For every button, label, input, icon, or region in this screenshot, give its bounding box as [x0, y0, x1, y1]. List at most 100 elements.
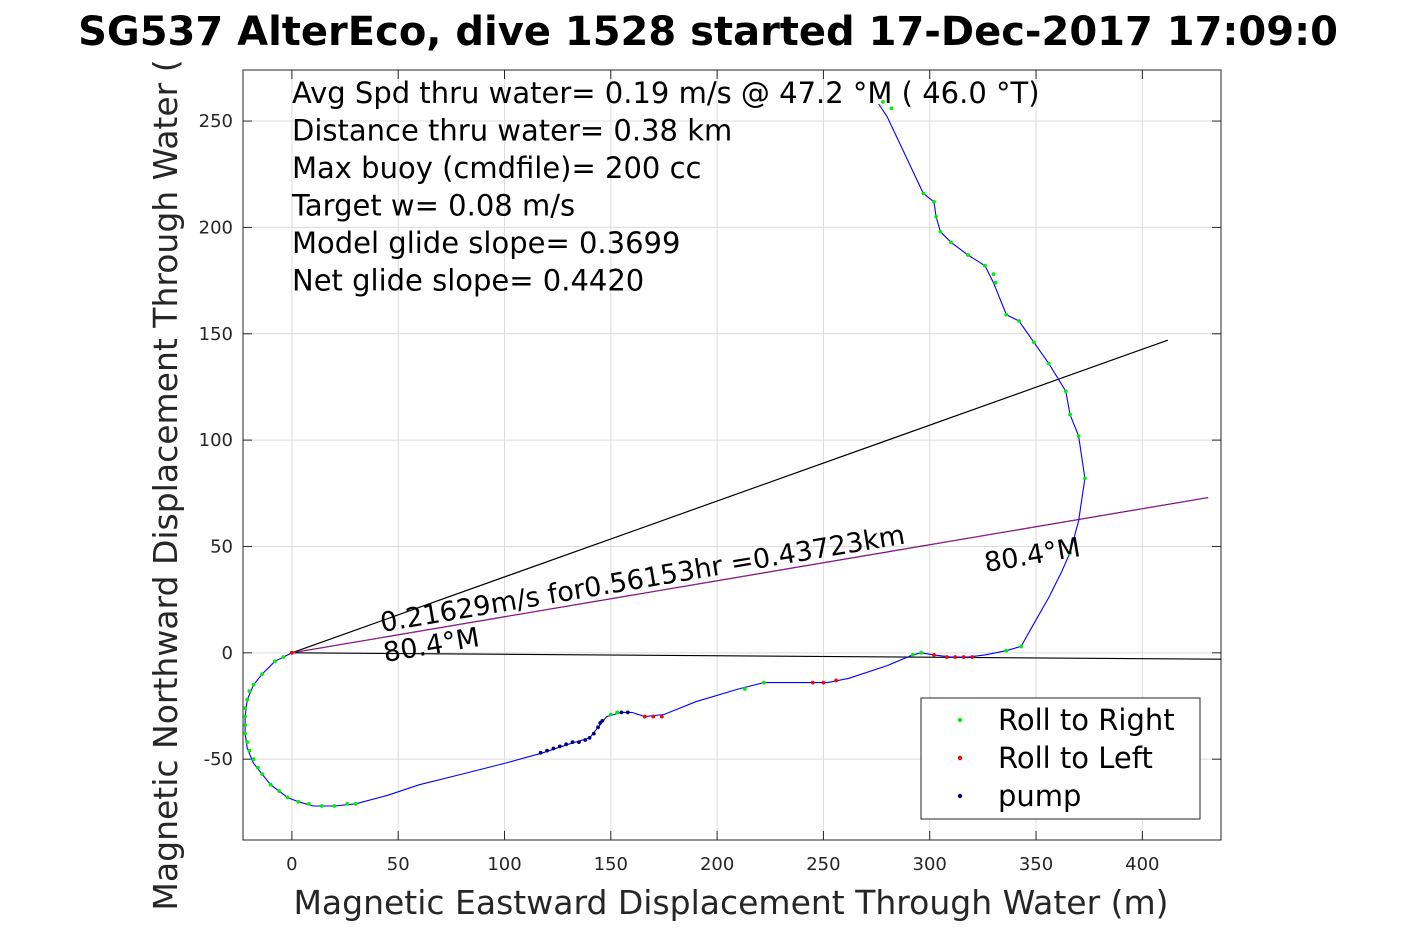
annotation-group: 0.21629m/s for0.56153hr =0.43723km 80.4°M… — [378, 520, 1083, 669]
info-line: Model glide slope= 0.3699 — [292, 226, 680, 260]
roll-to-right-marker — [345, 801, 350, 806]
roll-to-right-marker — [608, 712, 613, 717]
roll-to-right-marker — [910, 653, 915, 657]
roll-to-left-marker — [642, 714, 647, 719]
x-tick-label: 250 — [806, 854, 840, 875]
x-tick-label: 100 — [487, 854, 521, 875]
roll-to-right-marker — [1019, 644, 1024, 649]
roll-to-right-marker — [1083, 476, 1087, 481]
pump-marker — [600, 718, 605, 723]
info-line: Distance thru water= 0.38 km — [292, 114, 732, 148]
pump-marker — [551, 746, 556, 751]
info-line: Target w= 0.08 m/s — [291, 189, 575, 223]
roll-to-right-marker — [1046, 361, 1051, 366]
track-group — [244, 103, 1086, 807]
roll-to-right-marker — [889, 106, 894, 111]
pump-marker — [596, 725, 600, 730]
pump-marker — [625, 710, 630, 715]
roll-to-right-marker — [247, 748, 252, 753]
roll-to-right-marker — [251, 757, 256, 762]
x-tick-label: 300 — [913, 854, 947, 875]
heading-annotation-far: 80.4°M — [982, 532, 1083, 579]
x-axis-ticks: 0 50 100 150 200 250 300 350 400 — [286, 70, 1160, 875]
legend: Roll to Right Roll to Left pump — [920, 697, 1201, 820]
roll-to-right-marker — [1068, 412, 1072, 417]
legend-pump-label: pump — [998, 779, 1081, 813]
pump-marker — [577, 740, 581, 745]
roll-to-right-marker — [243, 706, 248, 711]
roll-to-right-marker — [332, 804, 337, 808]
x-tick-label: 150 — [594, 854, 628, 875]
roll-to-left-marker — [932, 653, 936, 657]
roll-to-right-marker — [881, 100, 885, 104]
roll-to-right-marker — [1063, 389, 1068, 394]
current-line — [291, 496, 1209, 654]
current-annotation: 0.21629m/s for0.56153hr =0.43723km — [378, 520, 907, 639]
y-tick-label: 250 — [199, 111, 233, 132]
roll-to-right-marker — [1068, 550, 1072, 555]
roll-to-left-marker — [970, 655, 975, 659]
roll-to-left-marker — [834, 678, 839, 683]
roll-to-right-marker — [993, 280, 998, 285]
chart-title: SG537 AlterEco, dive 1528 started 17-Dec… — [78, 9, 1338, 55]
roll-to-right-marker — [247, 689, 252, 694]
roll-to-right-marker — [932, 199, 936, 204]
roll-to-right-marker — [296, 799, 301, 804]
roll-to-right-marker — [966, 253, 970, 257]
roll-to-left-marker — [961, 655, 966, 659]
y-axis-label: Magnetic Northward Displacement Through … — [146, 59, 185, 910]
roll-to-right-marker — [245, 740, 250, 745]
marker-group — [243, 100, 1087, 808]
roll-to-left-marker — [821, 680, 826, 685]
legend-roll-to-right-marker — [957, 717, 963, 723]
roll-to-right-marker — [921, 191, 926, 196]
roll-to-right-marker — [243, 731, 248, 736]
x-tick-label: 400 — [1125, 854, 1159, 875]
roll-to-right-marker — [353, 801, 358, 806]
roll-to-right-marker — [260, 772, 265, 776]
roll-to-left-marker — [944, 655, 949, 659]
legend-roll-to-left-marker — [957, 755, 963, 761]
roll-to-left-marker — [810, 680, 815, 685]
roll-to-right-marker — [251, 682, 256, 687]
plot-area-frame — [242, 69, 1222, 841]
info-line: Max buoy (cmdfile)= 200 cc — [292, 151, 701, 185]
roll-to-right-marker — [243, 723, 248, 728]
x-tick-label: 200 — [700, 854, 734, 875]
pump-marker — [570, 740, 575, 745]
roll-to-right-marker — [268, 782, 273, 787]
roll-to-right-marker — [260, 672, 265, 676]
roll-to-right-marker — [938, 229, 943, 234]
pump-marker — [545, 748, 549, 753]
roll-to-right-marker — [983, 263, 987, 268]
roll-to-right-marker — [991, 272, 996, 277]
info-text-block: Avg Spd thru water= 0.19 m/s @ 47.2 °M (… — [291, 76, 1040, 298]
pump-marker — [591, 731, 596, 736]
roll-to-right-marker — [245, 697, 250, 702]
dive-track-line — [244, 103, 1086, 807]
pump-marker — [557, 744, 562, 749]
y-tick-label: -50 — [204, 749, 233, 770]
pump-marker — [587, 736, 592, 740]
pump-marker — [619, 710, 624, 715]
x-tick-label: 0 — [286, 854, 297, 875]
roll-to-right-marker — [1004, 312, 1009, 317]
roll-to-left-marker — [290, 650, 294, 655]
pump-marker — [538, 750, 543, 755]
roll-to-left-marker — [659, 714, 664, 719]
roll-to-right-marker — [272, 659, 277, 664]
roll-to-right-marker — [615, 710, 620, 715]
roll-to-right-marker — [319, 804, 324, 808]
legend-roll-to-right-label: Roll to Right — [998, 703, 1175, 737]
legend-box — [920, 697, 1201, 820]
heading-line-upper — [291, 339, 1169, 654]
y-tick-label: 150 — [199, 324, 233, 345]
y-tick-label: 100 — [199, 430, 233, 451]
legend-pump-marker — [957, 793, 963, 799]
pump-marker — [564, 742, 569, 747]
x-tick-label: 50 — [387, 854, 410, 875]
x-tick-label: 350 — [1019, 854, 1053, 875]
roll-to-right-marker — [1032, 340, 1036, 345]
heading-line-lower — [291, 652, 1222, 660]
